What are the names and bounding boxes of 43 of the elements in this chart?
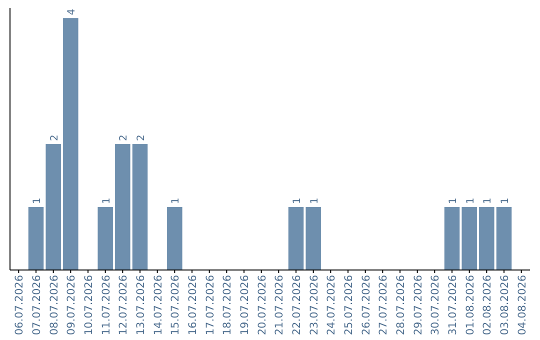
data-label: 4 <box>66 8 78 16</box>
x-tick-label: 03.08.2026 <box>499 274 511 336</box>
x-tick-label: 21.07.2026 <box>274 274 286 336</box>
data-label: 1 <box>170 198 182 204</box>
x-tick-label: 12.07.2026 <box>118 274 130 336</box>
x-tick-label: 06.07.2026 <box>14 274 26 336</box>
x-tick-label: 01.08.2026 <box>464 274 476 336</box>
x-tick-label: 13.07.2026 <box>135 274 147 336</box>
data-label: 1 <box>101 198 112 204</box>
x-tick-label: 29.07.2026 <box>412 274 424 336</box>
data-label: 2 <box>136 134 147 142</box>
x-tick-label: 20.07.2026 <box>256 274 268 336</box>
data-label: 1 <box>500 198 511 204</box>
x-tick-label: 19.07.2026 <box>239 274 251 336</box>
x-tick-label: 22.07.2026 <box>291 274 303 336</box>
x-tick-label: 10.07.2026 <box>83 274 95 336</box>
x-tick-label: 15.07.2026 <box>170 274 182 336</box>
data-label: 1 <box>448 198 459 204</box>
data-label: 1 <box>465 198 476 204</box>
data-label: 1 <box>32 198 43 204</box>
data-label: 1 <box>292 198 303 204</box>
x-tick-label: 14.07.2026 <box>152 274 164 336</box>
x-tick-label: 11.07.2026 <box>100 274 112 336</box>
data-label: 2 <box>118 134 130 142</box>
x-tick-label: 28.07.2026 <box>395 274 407 336</box>
x-tick-label: 27.07.2026 <box>378 274 390 336</box>
x-tick-label: 08.07.2026 <box>48 274 60 336</box>
x-tick-label: 02.08.2026 <box>482 274 494 336</box>
x-tick-label: 18.07.2026 <box>222 274 234 336</box>
x-tick-label: 04.08.2026 <box>516 274 528 336</box>
data-label: 1 <box>482 198 494 204</box>
x-tick-label: 17.07.2026 <box>204 274 216 336</box>
x-tick-label: 31.07.2026 <box>447 274 459 336</box>
x-tick-label: 24.07.2026 <box>326 274 338 336</box>
x-tick-label: 23.07.2026 <box>308 274 320 336</box>
x-tick-label: 16.07.2026 <box>187 274 199 336</box>
x-tick-label: 07.07.2026 <box>31 274 43 336</box>
x-tick-label: 09.07.2026 <box>66 274 78 336</box>
data-label: 1 <box>309 198 320 204</box>
x-tick-label: 30.07.2026 <box>430 274 442 336</box>
x-tick-label: 26.07.2026 <box>360 274 372 336</box>
x-tick-label: 25.07.2026 <box>343 274 355 336</box>
data-label: 2 <box>49 134 60 142</box>
